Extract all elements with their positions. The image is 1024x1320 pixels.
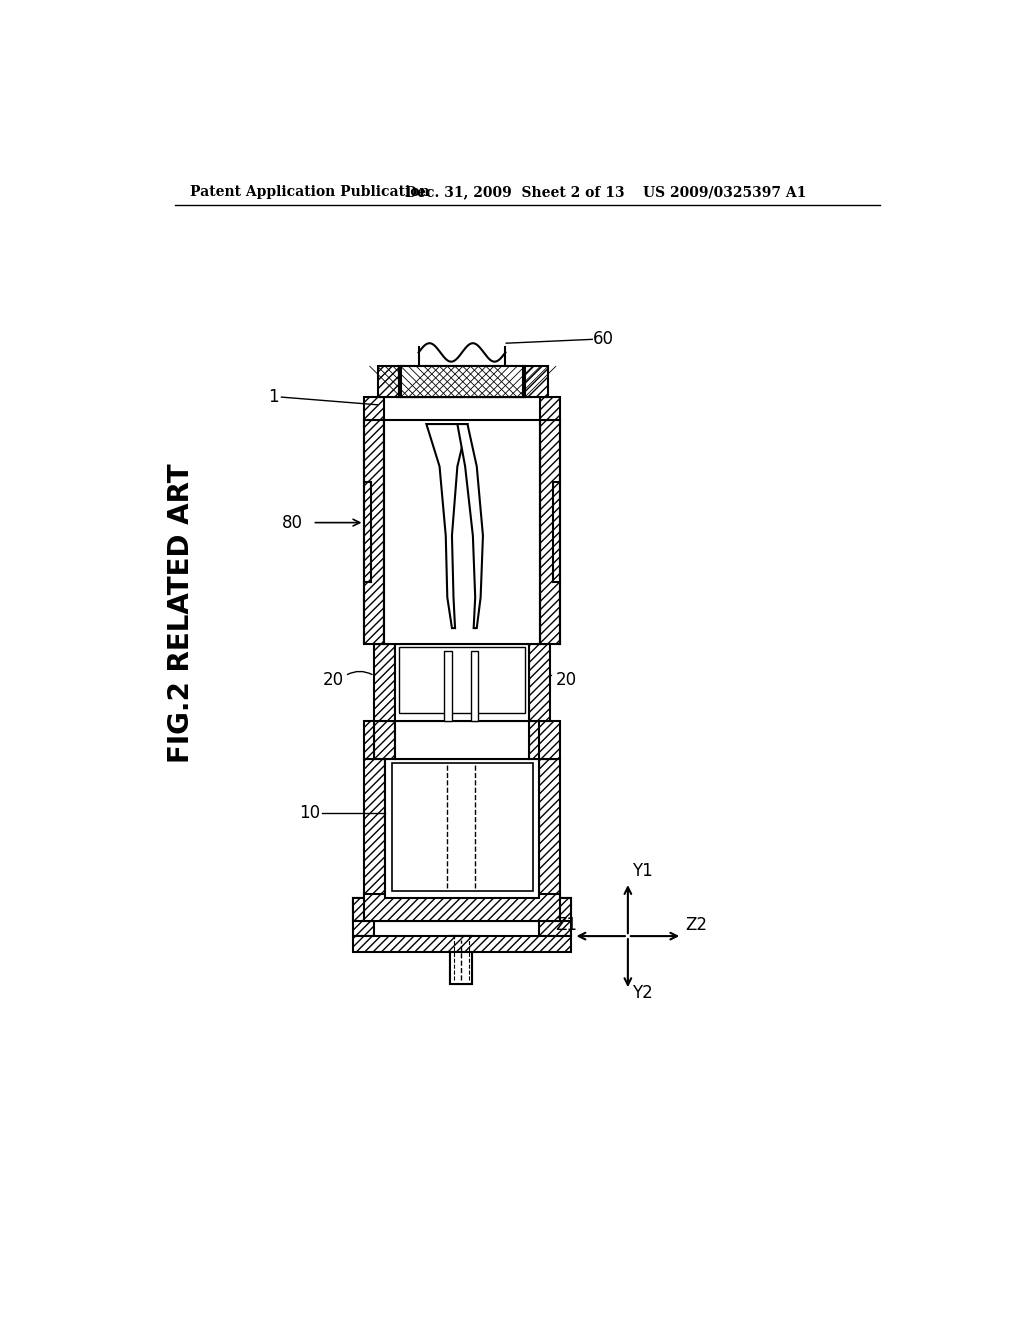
Bar	[365, 894, 560, 921]
Bar	[395, 644, 528, 721]
Bar	[384, 420, 541, 644]
Bar	[375, 644, 395, 721]
Bar	[541, 420, 560, 644]
Bar	[352, 898, 571, 921]
Text: Z2: Z2	[685, 916, 708, 933]
Text: Y1: Y1	[633, 862, 653, 880]
Text: 20: 20	[556, 671, 577, 689]
Bar	[528, 644, 550, 721]
Bar	[385, 759, 539, 898]
Bar	[365, 420, 384, 644]
Bar	[451, 936, 472, 983]
Bar	[400, 367, 523, 397]
Bar	[539, 759, 560, 898]
Bar	[395, 721, 528, 759]
Bar	[539, 721, 560, 759]
Bar	[391, 763, 532, 891]
Bar	[378, 367, 399, 397]
Text: Y2: Y2	[633, 985, 653, 1002]
Polygon shape	[458, 424, 483, 628]
Bar	[444, 651, 452, 721]
Text: 10: 10	[299, 804, 321, 822]
Bar	[365, 721, 375, 759]
Text: Dec. 31, 2009  Sheet 2 of 13: Dec. 31, 2009 Sheet 2 of 13	[406, 185, 625, 199]
Bar	[399, 647, 524, 713]
Text: 20: 20	[323, 671, 343, 689]
Bar	[352, 898, 375, 936]
Text: US 2009/0325397 A1: US 2009/0325397 A1	[643, 185, 807, 199]
Bar	[471, 651, 478, 721]
Text: 60: 60	[593, 330, 614, 348]
Text: 1: 1	[268, 388, 280, 407]
Bar	[365, 759, 385, 898]
Text: Patent Application Publication: Patent Application Publication	[190, 185, 430, 199]
Text: Z1: Z1	[555, 916, 578, 933]
Bar	[375, 721, 395, 759]
Bar	[365, 397, 384, 420]
Bar	[539, 898, 571, 936]
Bar	[541, 397, 560, 420]
Bar	[523, 367, 548, 397]
Polygon shape	[426, 424, 467, 628]
Text: 80: 80	[282, 513, 302, 532]
Bar	[451, 936, 472, 983]
Bar	[352, 936, 571, 952]
Bar	[528, 721, 550, 759]
Bar	[399, 367, 524, 397]
Text: FIG.2 RELATED ART: FIG.2 RELATED ART	[167, 463, 195, 763]
